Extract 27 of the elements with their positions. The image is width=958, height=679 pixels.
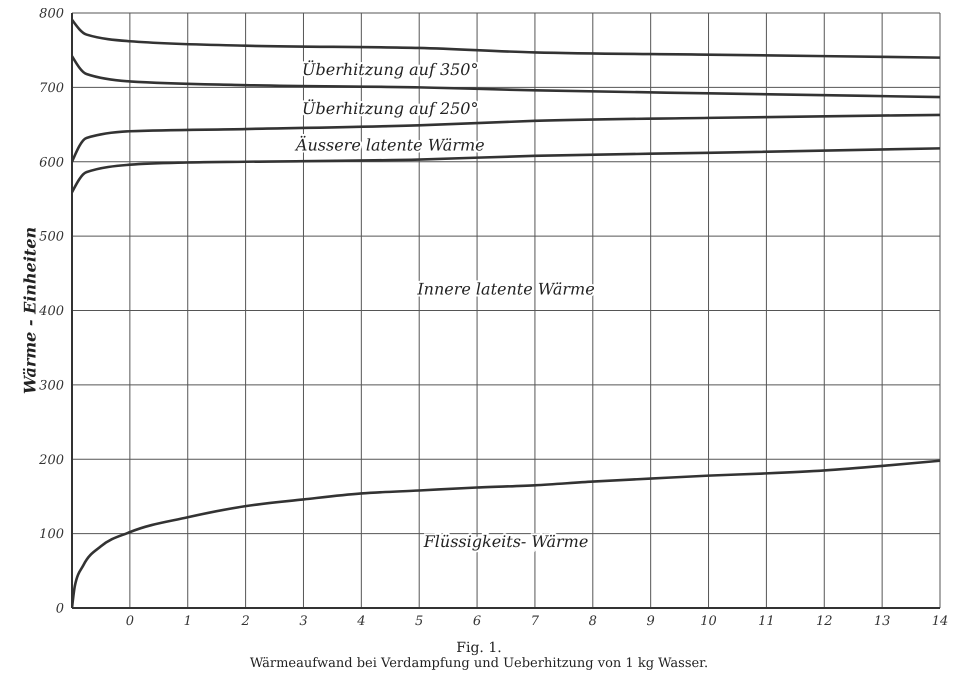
x-tick-label: 13 <box>874 614 890 630</box>
x-tick-label: 6 <box>472 614 482 630</box>
x-tick-label: 0 <box>126 614 134 630</box>
x-tick-label: 2 <box>240 614 250 630</box>
x-tick-label: 3 <box>299 614 308 630</box>
y-tick-label: 600 <box>39 155 64 170</box>
x-tick-label: 9 <box>646 614 655 630</box>
x-tick-label: 14 <box>932 614 948 630</box>
x-tick-label: 8 <box>588 614 597 630</box>
text: Fig. 1. <box>455 640 503 656</box>
x-tick-label: 4 <box>356 614 366 630</box>
x-tick-label: 12 <box>816 614 833 630</box>
x-tick-label: 11 <box>758 614 775 630</box>
y-axis-title: Wärme - Einheiten <box>20 226 40 394</box>
x-tick-label: 10 <box>700 614 717 630</box>
y-tick-label: 0 <box>56 602 64 617</box>
y-tick-label: 400 <box>38 304 64 320</box>
y-tick-label: 500 <box>39 230 64 245</box>
text: Wärmeaufwand bei Verdampfung und Ueberhitzung von 1 kg Wasser. <box>248 656 710 671</box>
y-tick-label: 300 <box>39 378 64 394</box>
y-tick-label: 800 <box>39 6 64 22</box>
x-tick-label: 1 <box>184 614 192 630</box>
x-tick-label: 7 <box>530 614 540 630</box>
y-tick-label: 700 <box>39 80 64 96</box>
y-tick-label: 100 <box>39 527 64 542</box>
y-tick-label: 200 <box>38 452 64 468</box>
x-tick-label: 5 <box>415 614 424 630</box>
